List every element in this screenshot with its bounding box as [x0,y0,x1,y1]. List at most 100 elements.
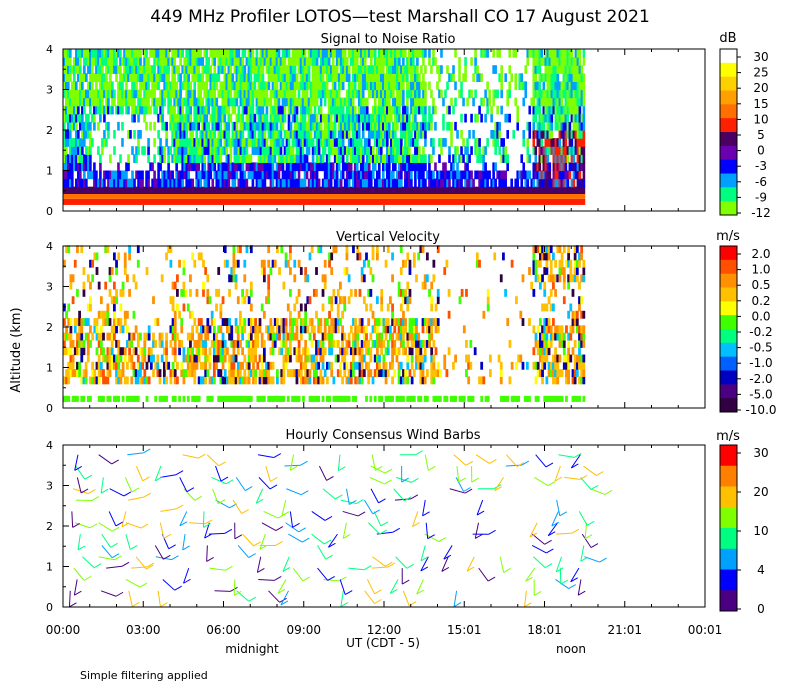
snr-cell [203,198,207,205]
velocity-cell [252,339,255,348]
snr-cell [361,113,365,123]
snr-cell [257,138,261,147]
snr-cell [301,198,305,205]
snr-cell [353,138,357,147]
snr-cell [225,105,229,115]
snr-cell [67,57,70,66]
velocity-cell [97,369,101,378]
velocity-cell [67,318,71,326]
velocity-cell [76,245,79,254]
snr-cell [323,130,327,139]
snr-cell [285,170,289,180]
snr-cell [249,121,253,131]
snr-cell [504,198,507,205]
velocity-cell [308,332,312,341]
snr-cell [448,73,451,82]
velocity-cell [267,245,271,254]
snr-cell [558,105,562,115]
snr-cell [105,121,108,131]
snr-cell [488,198,491,205]
snr-cell [253,57,257,66]
snr-cell [432,105,435,115]
snr-cell [75,97,78,107]
snr-cell [265,186,269,194]
snr-cell [147,97,150,107]
snr-cell [534,146,538,155]
snr-cell [492,97,495,107]
snr-cell [223,186,227,194]
snr-cell [275,81,279,91]
snr-cell [185,162,188,172]
snr-cell [223,138,227,147]
snr-cell [552,57,556,66]
snr-cell [424,81,427,91]
velocity-cell [123,252,127,261]
snr-cell [381,113,385,123]
snr-cell [163,154,166,163]
velocity-cell [130,354,134,363]
snr-cell [255,57,259,66]
snr-cell [233,198,237,205]
velocity-cell [297,354,301,363]
snr-cell [97,186,100,194]
snr-cell [165,73,168,82]
velocity-cell [304,267,308,275]
snr-cell [265,162,269,172]
snr-cell [167,178,170,188]
velocity-cell [182,267,186,275]
snr-cell [580,198,584,205]
snr-cell [371,170,375,180]
snr-cell [542,73,546,82]
snr-cell [313,198,317,205]
snr-cell [171,57,174,66]
snr-cell [243,198,247,205]
snr-cell [560,65,564,74]
snr-cell [299,178,303,188]
snr-cell [404,130,407,139]
snr-cell [195,65,199,74]
snr-cell [95,198,98,205]
velocity-cell [317,395,321,402]
snr-cell [560,57,564,66]
snr-cell [548,193,552,199]
snr-cell [544,65,548,74]
snr-cell [355,113,359,123]
snr-cell [402,89,405,99]
snr-cell [309,178,313,188]
snr-cell [446,81,449,91]
snr-cell [279,89,283,99]
snr-cell [107,170,110,180]
snr-cell [285,146,289,155]
snr-cell [323,186,327,194]
snr-cell [428,162,431,172]
velocity-cell [162,376,166,385]
snr-cell [63,170,66,180]
snr-cell [396,113,399,123]
snr-cell [494,146,497,155]
snr-cell [311,81,315,91]
snr-cell [287,170,291,180]
snr-cell [235,65,239,74]
velocity-cell [126,395,129,402]
snr-cell [353,154,357,163]
snr-cell [550,178,554,188]
velocity-cell [169,325,173,334]
snr-cell [384,198,387,205]
snr-cell [323,89,327,99]
velocity-cell [206,325,210,334]
snr-cell [173,73,176,82]
velocity-cell [152,369,155,378]
snr-cell [89,193,92,199]
snr-cell [580,121,584,131]
snr-cell [141,186,144,194]
snr-cell [476,73,479,82]
snr-cell [293,162,297,172]
snr-cell [390,186,393,194]
snr-cell [576,73,580,82]
snr-cell [406,130,409,139]
snr-cell [532,130,536,139]
snr-cell [79,198,82,205]
snr-cell [544,170,548,180]
snr-cell [69,97,72,107]
snr-cell [406,113,409,123]
